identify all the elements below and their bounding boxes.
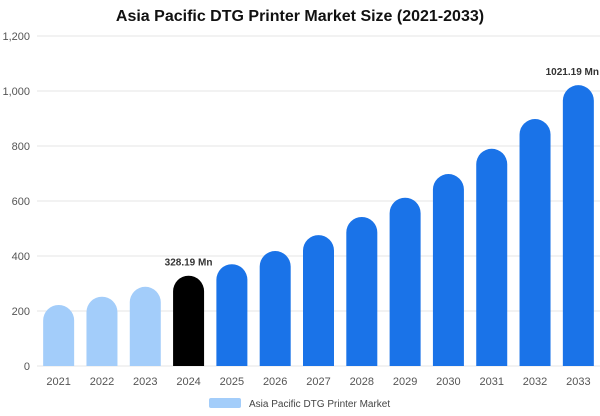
y-tick-label: 0 <box>24 361 30 373</box>
x-tick-label: 2026 <box>263 376 287 388</box>
bar-2022[interactable] <box>86 296 118 366</box>
bar-2029[interactable] <box>389 197 421 366</box>
bar-2028[interactable] <box>346 216 378 366</box>
bar-2030[interactable] <box>432 174 464 366</box>
bar-2032[interactable] <box>519 119 551 367</box>
bar-2026[interactable] <box>259 251 291 366</box>
x-tick-label: 2029 <box>393 376 417 388</box>
x-tick-label: 2024 <box>176 376 200 388</box>
chart-title: Asia Pacific DTG Printer Market Size (20… <box>115 8 485 25</box>
y-axis: 0 200 400 600 800 1,000 1,200 <box>2 31 30 373</box>
bar-2024[interactable] <box>173 275 205 366</box>
bar-2025[interactable] <box>216 264 248 366</box>
bar-2033[interactable] <box>562 85 594 366</box>
x-tick-label: 2025 <box>220 376 244 388</box>
x-axis: 2021 2022 2023 2024 2025 2026 2027 2028 2029 2030… <box>46 376 590 388</box>
x-tick-label: 2030 <box>436 376 460 388</box>
y-tick-label: 600 <box>12 196 30 208</box>
bars <box>43 85 594 367</box>
bar-2031[interactable] <box>476 148 508 366</box>
x-tick-label: 2021 <box>46 376 70 388</box>
y-tick-label: 1,200 <box>2 31 30 43</box>
data-labels: 328.19 Mn 1021.19 Mn <box>165 67 599 269</box>
y-tick-label: 800 <box>12 141 30 153</box>
x-tick-label: 2028 <box>350 376 374 388</box>
bar-2023[interactable] <box>129 286 161 366</box>
bar-2027[interactable] <box>303 235 334 366</box>
x-tick-label: 2031 <box>479 376 503 388</box>
y-tick-label: 400 <box>12 251 30 263</box>
y-tick-label: 1,000 <box>2 86 30 98</box>
x-tick-label: 2023 <box>133 376 157 388</box>
legend-swatch <box>209 398 241 408</box>
x-tick-label: 2027 <box>306 376 330 388</box>
legend-label: Asia Pacific DTG Printer Market <box>249 399 390 410</box>
x-tick-label: 2022 <box>90 376 114 388</box>
legend[interactable]: Asia Pacific DTG Printer Market <box>209 398 390 410</box>
x-tick-label: 2033 <box>566 376 590 388</box>
x-tick-label: 2032 <box>523 376 547 388</box>
data-label-2033: 1021.19 Mn <box>546 67 599 78</box>
data-label-2024: 328.19 Mn <box>165 258 213 269</box>
bar-2021[interactable] <box>43 304 75 366</box>
y-tick-label: 200 <box>12 306 30 318</box>
